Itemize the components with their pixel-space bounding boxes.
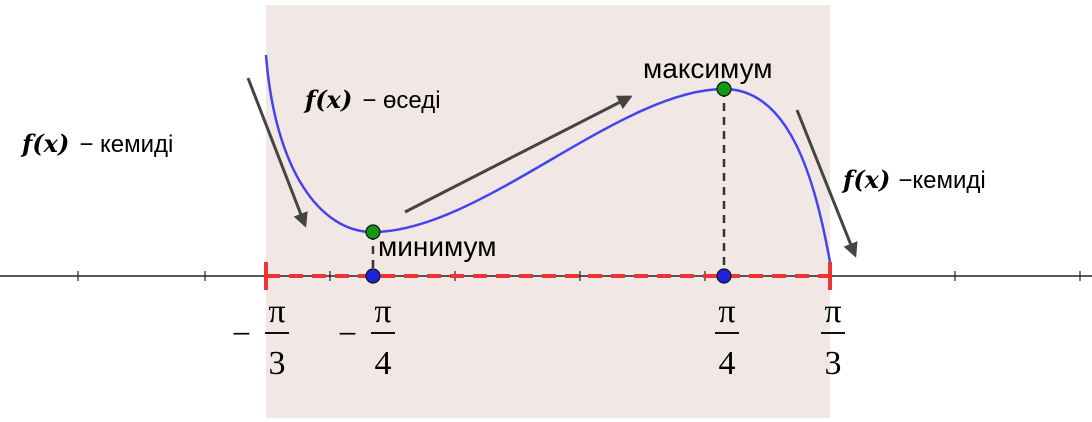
tick-numerator: π (268, 293, 285, 330)
annotation: f(x) − өседі (303, 85, 441, 114)
tick-numerator: π (374, 293, 391, 330)
curve (264, 54, 832, 263)
tick-denominator: 4 (719, 345, 736, 382)
max-label: максимум (643, 53, 773, 84)
annotation: f(x) − кемиді (20, 129, 173, 158)
label: −кемиді (898, 167, 985, 194)
arrows (246, 77, 858, 258)
max-point (716, 81, 732, 97)
axis-point (365, 268, 381, 284)
tick-sign: − (232, 316, 251, 353)
function: f(x) (841, 165, 890, 194)
axis-ticks (77, 271, 1081, 281)
function: f(x) (303, 85, 352, 114)
label: − өседі (362, 87, 440, 114)
min-label: минимум (378, 231, 497, 262)
tick-numerator: π (824, 293, 841, 330)
annotation: f(x) −кемиді (841, 165, 986, 194)
axis-point (716, 268, 732, 284)
min-point (365, 224, 381, 240)
tick-sign: − (338, 316, 357, 353)
tick-denominator: 3 (269, 345, 286, 382)
interval-region (266, 5, 830, 418)
tick-numerator: π (718, 293, 735, 330)
function: f(x) (20, 129, 69, 158)
tick-denominator: 3 (825, 345, 842, 382)
tick-denominator: 4 (375, 345, 392, 382)
label: − кемиді (79, 131, 173, 158)
